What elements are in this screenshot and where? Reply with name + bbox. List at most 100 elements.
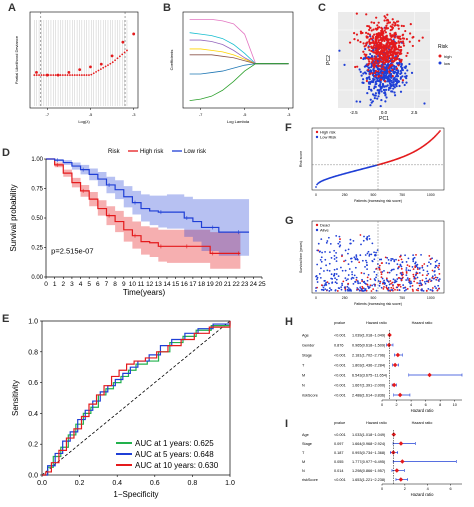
- low-risk-point: [368, 66, 371, 69]
- alive-point: [413, 256, 416, 259]
- dead-point: [383, 286, 385, 288]
- alive-point: [405, 288, 408, 291]
- dead-point: [400, 267, 403, 270]
- x-tick-label: 0: [381, 403, 383, 407]
- alive-point: [388, 283, 391, 286]
- alive-point: [355, 254, 358, 257]
- dead-point: [408, 278, 411, 280]
- panel-h-forest: pvalue Hazard ratio Hazard ratio Age <0.001 1…: [302, 321, 463, 413]
- x-axis-label: Log(λ): [78, 119, 90, 124]
- header-hr: Hazard ratio: [366, 321, 387, 325]
- dead-point: [429, 258, 432, 260]
- alive-point: [435, 278, 438, 281]
- row-hr-text: 1.777(0.977~6.495): [352, 460, 386, 464]
- high-risk-point: [388, 45, 391, 48]
- hr-marker: [395, 352, 401, 358]
- dead-point: [406, 288, 409, 290]
- alive-point: [387, 281, 390, 283]
- dead-point: [411, 288, 414, 291]
- dead-point: [361, 285, 364, 288]
- x-tick-label: 500: [370, 296, 376, 300]
- low-risk-point: [370, 69, 373, 72]
- dead-point: [380, 271, 382, 274]
- alive-point: [341, 282, 343, 285]
- dead-point: [392, 287, 395, 290]
- high-risk-point: [380, 43, 383, 46]
- high-risk-point: [364, 54, 367, 58]
- dead-point: [400, 258, 403, 261]
- alive-point: [362, 239, 365, 242]
- alive-point: [375, 289, 378, 292]
- high-risk-point: [365, 56, 368, 60]
- row-hr-text: 1.664(0.968~2.924): [352, 442, 386, 446]
- deviance-point: [132, 32, 136, 36]
- alive-point: [357, 281, 359, 283]
- low-risk-point: [375, 76, 378, 80]
- low-risk-point: [367, 85, 371, 88]
- panel-letter-f: F: [285, 122, 292, 134]
- alive-point: [378, 258, 381, 261]
- hr-marker: [398, 477, 404, 482]
- coefficient-path: [189, 63, 289, 102]
- alive-point: [367, 285, 369, 288]
- high-risk-point: [363, 53, 366, 56]
- legend-low-marker: [315, 135, 319, 139]
- dead-point: [408, 279, 411, 282]
- alive-point: [437, 284, 440, 287]
- dead-point: [369, 284, 372, 287]
- high-risk-point: [371, 59, 374, 62]
- x-tick-label: 19: [207, 281, 215, 288]
- legend-high-label: High risk: [140, 149, 164, 155]
- panel-i-forest: pvalue Hazard ratio Hazard ratio Age <0.001 1…: [302, 421, 462, 497]
- panel-b-chart: -7 -5 -3 Log Lambda Coefficients: [169, 11, 294, 124]
- high-risk-point: [383, 19, 386, 22]
- dead-point: [406, 264, 409, 267]
- high-risk-point: [365, 13, 368, 16]
- low-risk-point: [394, 65, 398, 68]
- dead-point: [431, 276, 434, 279]
- dead-point: [397, 276, 400, 279]
- high-risk-point: [377, 43, 380, 47]
- high-risk-point: [381, 67, 385, 70]
- alive-point: [420, 254, 422, 256]
- alive-point: [364, 282, 367, 285]
- y-axis-label: Survival probability: [9, 184, 18, 251]
- low-risk-point: [383, 70, 387, 73]
- roc-curve: [42, 321, 231, 476]
- alive-point: [378, 284, 381, 287]
- plot-frame: [41, 320, 231, 476]
- high-risk-point: [391, 75, 394, 78]
- alive-point: [409, 280, 412, 283]
- low-risk-point: [370, 89, 373, 92]
- roc-curve: [42, 321, 231, 476]
- dead-point: [392, 284, 394, 287]
- high-risk-point: [375, 62, 378, 65]
- dead-point: [380, 273, 383, 276]
- dead-point: [399, 285, 402, 288]
- row-pvalue: 0.014: [334, 469, 344, 473]
- legend-high-marker: [315, 130, 319, 134]
- high-risk-point: [438, 131, 440, 134]
- row-pvalue: 0.187: [334, 451, 344, 455]
- alive-point: [334, 281, 337, 284]
- alive-point: [347, 252, 349, 255]
- x-tick-label: 4: [427, 487, 429, 491]
- y-axis-label: Survival time (years): [299, 241, 303, 273]
- alive-point: [323, 280, 326, 282]
- low-risk-point: [388, 75, 392, 78]
- alive-point: [398, 289, 401, 292]
- deviance-point: [64, 74, 67, 76]
- alive-point: [421, 266, 424, 269]
- low-risk-point: [355, 100, 358, 103]
- panel-letter-g: G: [285, 215, 294, 227]
- alive-point: [412, 254, 415, 257]
- high-risk-point: [379, 46, 383, 49]
- alive-point: [429, 263, 432, 265]
- x-tick-label: 750: [399, 193, 405, 197]
- row-hr-text: 1.039(1.018~1.049): [352, 333, 386, 337]
- alive-point: [338, 287, 341, 290]
- x-tick-label: 1: [53, 281, 57, 288]
- high-risk-point: [368, 28, 371, 32]
- dead-point: [416, 268, 419, 271]
- alive-point: [325, 284, 328, 286]
